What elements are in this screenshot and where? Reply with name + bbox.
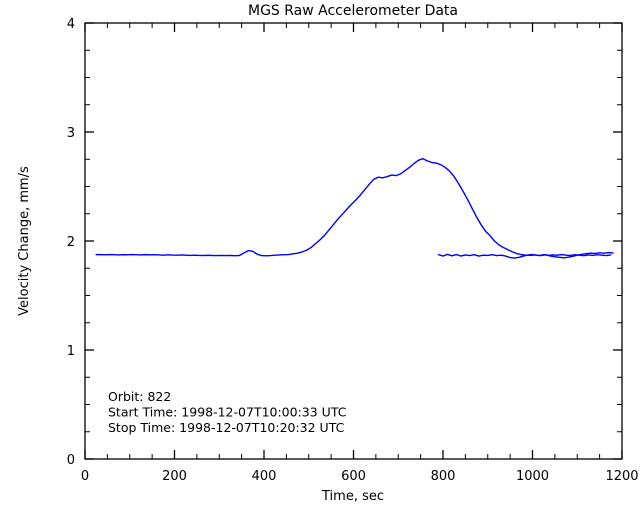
y-tick-label: 0 (67, 453, 75, 468)
y-axis-tick-labels: 0 1 2 3 4 (67, 17, 75, 468)
x-axis-tick-labels: 0 200 400 600 800 1000 1200 (81, 469, 639, 484)
x-axis-label: Time, sec (321, 489, 384, 504)
x-tick-label: 200 (162, 469, 187, 484)
x-tick-label: 0 (81, 469, 89, 484)
x-tick-label: 800 (431, 469, 456, 484)
x-tick-label: 1000 (516, 469, 549, 484)
y-axis-minor-ticks (85, 49, 622, 433)
annotation-stop-time: Stop Time: 1998-12-07T10:20:32 UTC (108, 420, 345, 435)
x-tick-label: 600 (341, 469, 366, 484)
x-tick-label: 1200 (605, 469, 638, 484)
data-series-line (437, 251, 614, 259)
y-tick-label: 1 (67, 344, 75, 359)
annotation-orbit: Orbit: 822 (108, 389, 171, 404)
x-axis-minor-ticks (106, 23, 601, 459)
y-tick-label: 4 (67, 17, 75, 32)
chart-title: MGS Raw Accelerometer Data (248, 3, 458, 19)
x-tick-label: 400 (252, 469, 277, 484)
y-tick-label: 2 (67, 235, 75, 250)
y-axis-major-ticks (85, 22, 622, 460)
data-series-group (95, 157, 614, 259)
y-axis-label: Velocity Change, mm/s (17, 166, 32, 316)
annotation-start-time: Start Time: 1998-12-07T10:00:33 UTC (108, 405, 347, 420)
y-tick-label: 3 (67, 126, 75, 141)
x-axis-major-ticks (84, 23, 623, 459)
